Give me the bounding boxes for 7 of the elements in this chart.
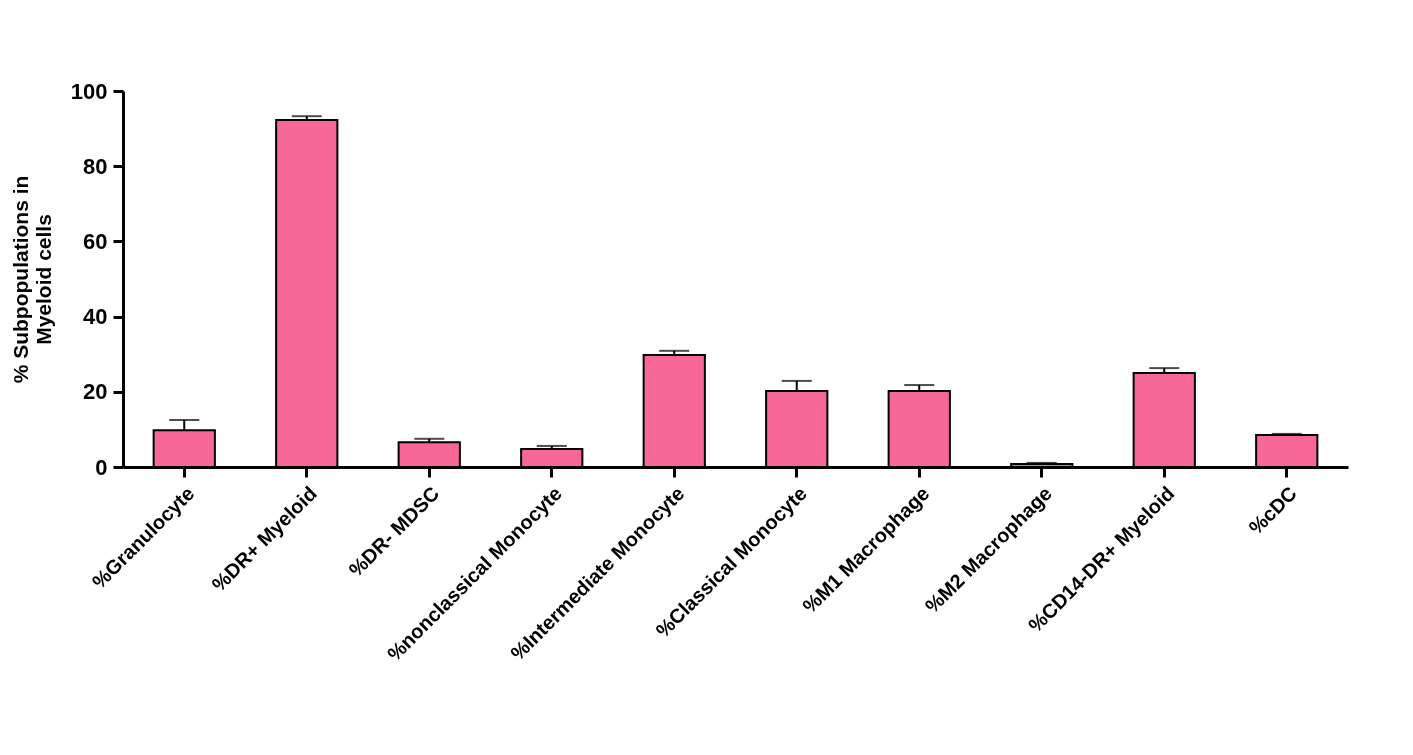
y-tick-label: 60 <box>83 228 108 254</box>
y-axis-title: % Subpopulations in Myeloid cells <box>8 175 55 384</box>
y-tick-label: 100 <box>70 78 108 104</box>
y-tick-label: 0 <box>95 454 108 480</box>
y-tick-label: 80 <box>83 153 108 179</box>
y-tick-label: 40 <box>83 304 108 330</box>
y-tick-label: 20 <box>83 379 108 405</box>
